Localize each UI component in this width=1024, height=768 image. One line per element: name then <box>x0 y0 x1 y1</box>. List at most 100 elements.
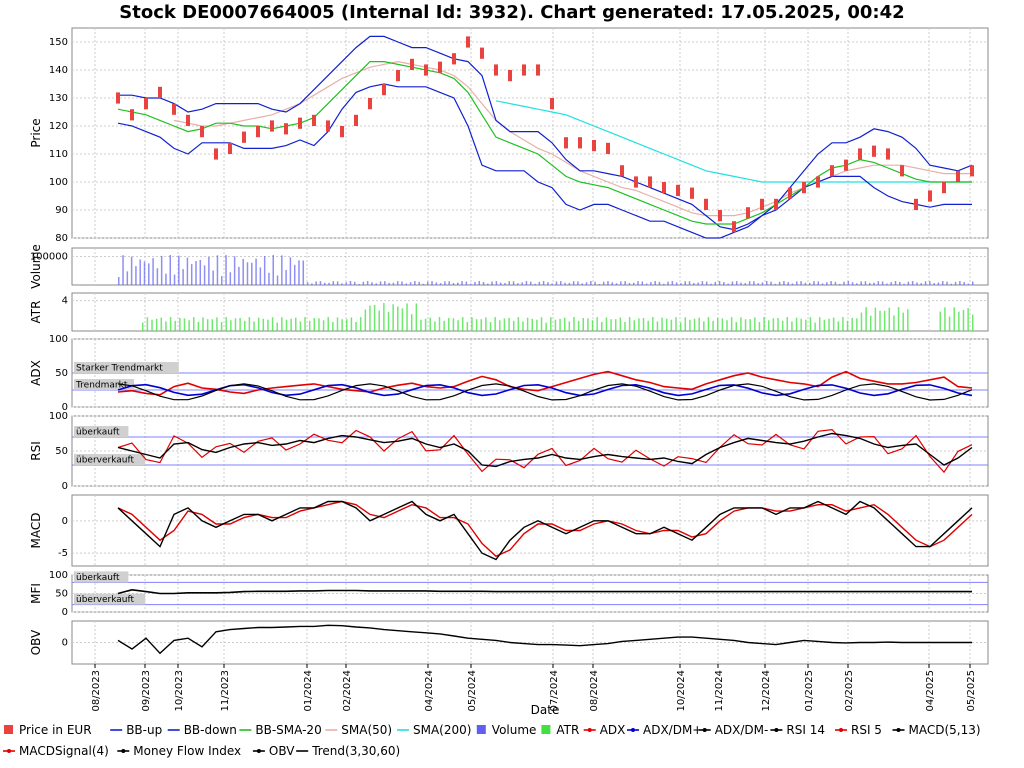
price-candle <box>410 58 414 70</box>
atr-bar <box>234 318 237 331</box>
price-candle <box>802 182 806 194</box>
price-candle <box>480 47 484 59</box>
atr-bar <box>499 320 501 331</box>
price-candle <box>858 148 862 160</box>
volume-bar <box>482 282 485 285</box>
volume-bar <box>594 281 596 285</box>
x-tick-label: 07/2024 <box>549 670 560 712</box>
price-candle <box>760 198 764 210</box>
volume-bar <box>826 282 828 285</box>
volume-bar <box>469 283 472 285</box>
y-tick-label: -5 <box>58 548 68 559</box>
legend-item: ADX/DM+ <box>643 723 702 737</box>
legend-swatch <box>121 749 126 753</box>
legend-swatch <box>774 728 779 732</box>
atr-bar <box>225 317 227 331</box>
y-axis-label-mfi: MFI <box>29 583 43 604</box>
atr-bar <box>893 315 895 331</box>
atr-bar <box>716 317 719 331</box>
bb-down-line <box>117 83 972 239</box>
volume-bar <box>190 264 193 285</box>
price-candle <box>662 182 666 194</box>
price-candle <box>788 187 792 199</box>
atr-bar <box>318 318 320 331</box>
price-candle <box>522 64 526 76</box>
atr-bar <box>466 322 469 331</box>
atr-bar <box>689 319 691 331</box>
atr-bar <box>735 322 738 331</box>
panel-adx: 0 50 100 ADX Starker Trendmarkt Trendmarkt <box>29 334 989 413</box>
y-tick-label: 90 <box>55 205 68 216</box>
zone-label-bg <box>74 454 146 465</box>
volume-bar <box>680 283 682 285</box>
volume-bar <box>645 283 648 285</box>
price-candle <box>648 176 652 188</box>
y-tick-label: 120 <box>49 121 68 132</box>
volume-bar <box>903 283 905 285</box>
x-tick-label: 04/2025 <box>925 670 936 712</box>
atr-bar <box>851 317 853 331</box>
volume-bar <box>547 282 549 285</box>
atr-bar <box>707 317 710 331</box>
y-tick-label: 130 <box>49 93 68 104</box>
atr-bar <box>531 318 533 331</box>
atr-bar <box>633 320 636 331</box>
atr-bar <box>494 317 496 331</box>
price-candle <box>550 98 554 110</box>
volume-bar <box>551 283 553 285</box>
panel-frame <box>71 494 989 567</box>
panel-frame <box>71 292 989 332</box>
legend-item: Trend(3,30,60) <box>311 744 400 758</box>
volume-bar <box>864 281 867 285</box>
y-tick-label: 0 <box>62 638 68 649</box>
volume-bar <box>838 283 841 285</box>
dm-minus-line <box>117 383 973 401</box>
legend-item: ADX <box>600 723 626 737</box>
volume-bar <box>800 281 802 285</box>
volume-bar <box>182 269 184 285</box>
rsi14-line <box>117 432 973 468</box>
atr-bar <box>948 316 951 331</box>
price-candle <box>354 114 358 126</box>
volume-bar <box>143 261 146 285</box>
atr-bar <box>359 317 362 331</box>
volume-bar <box>735 281 738 285</box>
atr-bar <box>596 317 598 331</box>
y-tick-label: 140 <box>49 65 68 76</box>
panel-price: 80 90 100 110 120 130 140 150 Price <box>29 27 989 244</box>
volume-bar <box>448 281 450 285</box>
volume-bar <box>714 281 717 285</box>
price-candle <box>214 148 218 160</box>
zone-label-bg <box>74 571 129 583</box>
legend-item: BB-up <box>126 723 162 737</box>
atr-bar <box>698 317 700 331</box>
y-tick-label: 0 <box>62 607 68 618</box>
y-tick-label: 0 <box>62 402 68 413</box>
atr-bar <box>907 309 909 331</box>
volume-bar <box>598 283 601 285</box>
atr-bar <box>387 311 390 331</box>
atr-bar <box>712 320 714 331</box>
atr-bar <box>151 319 153 331</box>
atr-bar <box>471 317 473 331</box>
y-tick-label: 0 <box>62 516 68 527</box>
volume-bar <box>156 268 159 285</box>
x-tick-label: 04/2024 <box>424 670 435 712</box>
dm-plus-line <box>117 383 973 397</box>
atr-bar <box>795 317 798 331</box>
x-tick-label: 10/2024 <box>676 670 687 712</box>
atr-bar <box>610 319 612 331</box>
atr-bar <box>944 307 946 331</box>
volume-bar <box>285 269 287 285</box>
macd-line <box>117 500 973 561</box>
atr-bar <box>619 317 622 331</box>
volume-bar <box>886 283 888 285</box>
legend-item: ADX/DM- <box>715 723 769 737</box>
x-tick-label: 01/2024 <box>303 670 314 712</box>
volume-bar <box>761 282 764 285</box>
atr-bar <box>248 317 251 331</box>
x-axis-label: Date <box>531 703 560 717</box>
atr-bar <box>856 318 858 331</box>
x-tick-label: 02/2024 <box>342 670 353 712</box>
